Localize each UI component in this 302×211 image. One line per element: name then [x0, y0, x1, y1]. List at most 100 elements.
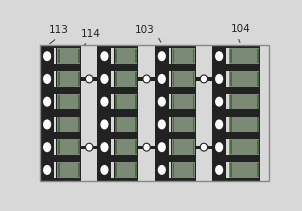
- Bar: [155, 71, 169, 87]
- Bar: [40, 162, 54, 178]
- Bar: [172, 45, 195, 181]
- Bar: [115, 117, 137, 132]
- Bar: [212, 45, 226, 181]
- Bar: [58, 140, 59, 154]
- Bar: [98, 162, 111, 178]
- Ellipse shape: [42, 141, 52, 153]
- Bar: [212, 94, 226, 110]
- Bar: [115, 140, 137, 155]
- Bar: [155, 45, 196, 48]
- Bar: [40, 45, 269, 181]
- Ellipse shape: [100, 96, 109, 108]
- Bar: [40, 139, 54, 155]
- Ellipse shape: [157, 73, 167, 85]
- Ellipse shape: [100, 73, 109, 85]
- Bar: [193, 163, 194, 177]
- Bar: [40, 48, 54, 64]
- Bar: [212, 178, 260, 181]
- Bar: [135, 72, 137, 86]
- Bar: [98, 113, 138, 117]
- Bar: [172, 49, 195, 64]
- Bar: [212, 139, 226, 155]
- Bar: [230, 140, 232, 154]
- Bar: [155, 45, 169, 181]
- Bar: [40, 45, 81, 48]
- Ellipse shape: [157, 50, 167, 62]
- Bar: [257, 117, 259, 132]
- Bar: [114, 45, 138, 181]
- Bar: [212, 158, 260, 162]
- Bar: [98, 94, 111, 110]
- Ellipse shape: [214, 73, 224, 85]
- Ellipse shape: [100, 164, 109, 176]
- Bar: [212, 110, 260, 113]
- Bar: [98, 178, 138, 181]
- Ellipse shape: [214, 119, 224, 130]
- Bar: [135, 95, 137, 109]
- Bar: [172, 117, 174, 132]
- Bar: [58, 49, 59, 63]
- Bar: [115, 163, 117, 177]
- Bar: [155, 64, 196, 68]
- Bar: [212, 113, 260, 117]
- Bar: [155, 117, 169, 132]
- Bar: [172, 94, 195, 109]
- Bar: [212, 64, 260, 68]
- Bar: [193, 117, 194, 132]
- Bar: [172, 140, 174, 154]
- Bar: [155, 68, 196, 71]
- Bar: [98, 110, 138, 113]
- Bar: [57, 49, 80, 64]
- Bar: [230, 117, 232, 132]
- Bar: [98, 158, 138, 162]
- Bar: [230, 45, 259, 181]
- Bar: [230, 72, 232, 86]
- Bar: [57, 94, 80, 109]
- Bar: [78, 72, 80, 86]
- Bar: [115, 49, 137, 64]
- Bar: [58, 163, 59, 177]
- Bar: [193, 95, 194, 109]
- Bar: [58, 72, 59, 86]
- Bar: [98, 64, 138, 68]
- Bar: [230, 162, 259, 177]
- Bar: [40, 155, 81, 158]
- Bar: [155, 155, 196, 158]
- Bar: [78, 140, 80, 154]
- Bar: [98, 90, 138, 94]
- Bar: [98, 139, 111, 155]
- Bar: [40, 64, 81, 68]
- Bar: [40, 178, 81, 181]
- Bar: [40, 45, 54, 181]
- Ellipse shape: [157, 164, 167, 176]
- Bar: [81, 77, 98, 81]
- Bar: [40, 68, 81, 71]
- Bar: [212, 136, 260, 139]
- Bar: [212, 90, 260, 94]
- Bar: [57, 72, 80, 87]
- Ellipse shape: [214, 50, 224, 62]
- Bar: [155, 113, 196, 117]
- Ellipse shape: [214, 141, 224, 153]
- Bar: [155, 139, 169, 155]
- Bar: [98, 68, 138, 71]
- Bar: [40, 110, 81, 113]
- Bar: [78, 117, 80, 132]
- Bar: [155, 48, 169, 64]
- Bar: [155, 110, 196, 113]
- Bar: [57, 45, 80, 181]
- Text: 103: 103: [134, 25, 161, 42]
- Bar: [196, 77, 212, 81]
- Ellipse shape: [85, 143, 93, 151]
- Bar: [115, 162, 137, 177]
- Bar: [115, 94, 137, 109]
- Ellipse shape: [214, 164, 224, 176]
- Bar: [58, 117, 59, 132]
- Bar: [230, 49, 259, 64]
- Bar: [193, 49, 194, 63]
- Bar: [115, 45, 137, 181]
- Bar: [257, 72, 259, 86]
- Bar: [138, 77, 155, 81]
- Bar: [212, 45, 260, 48]
- Bar: [155, 178, 196, 181]
